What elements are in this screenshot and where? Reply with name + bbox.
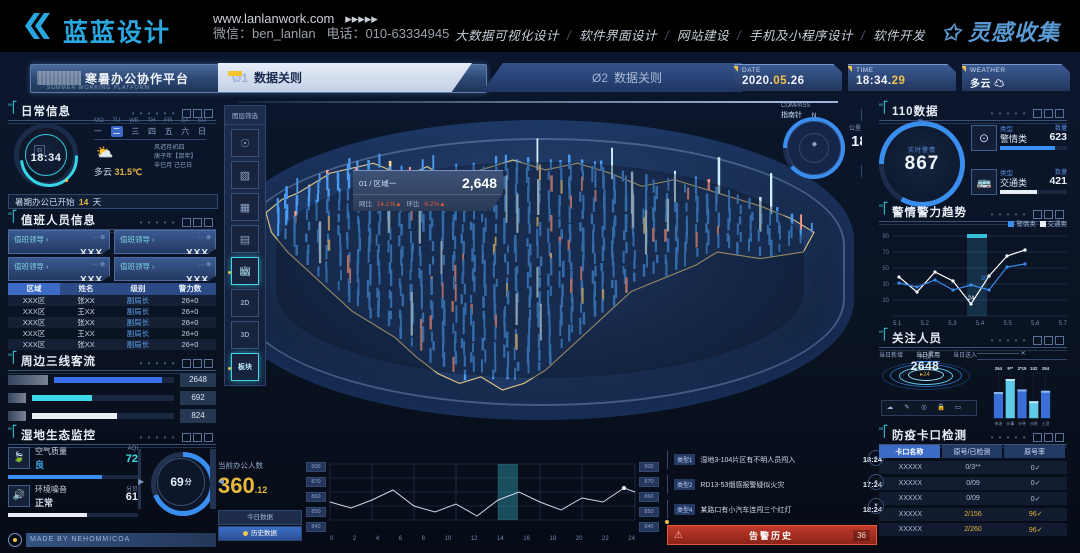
svg-text:10: 10 — [882, 298, 889, 304]
svg-text:264: 264 — [1042, 366, 1050, 371]
svg-text:242: 242 — [1030, 366, 1038, 371]
svg-text:30: 30 — [882, 282, 889, 288]
svg-text:沙苏: 沙苏 — [1030, 421, 1038, 426]
svg-text:9**: 9** — [1007, 366, 1013, 371]
svg-text:30: 30 — [981, 276, 988, 282]
svg-text:沙毒: 沙毒 — [1006, 421, 1014, 426]
svg-text:2*19: 2*19 — [1018, 366, 1027, 371]
svg-text:24: 24 — [968, 296, 975, 302]
svg-text:90: 90 — [882, 234, 889, 240]
svg-text:70: 70 — [882, 250, 889, 256]
svg-text:264: 264 — [995, 366, 1003, 371]
svg-text:沙寻: 沙寻 — [1018, 421, 1026, 426]
svg-text:市治: 市治 — [995, 421, 1003, 426]
svg-text:上活: 上活 — [1042, 421, 1050, 426]
svg-text:50: 50 — [882, 266, 889, 272]
